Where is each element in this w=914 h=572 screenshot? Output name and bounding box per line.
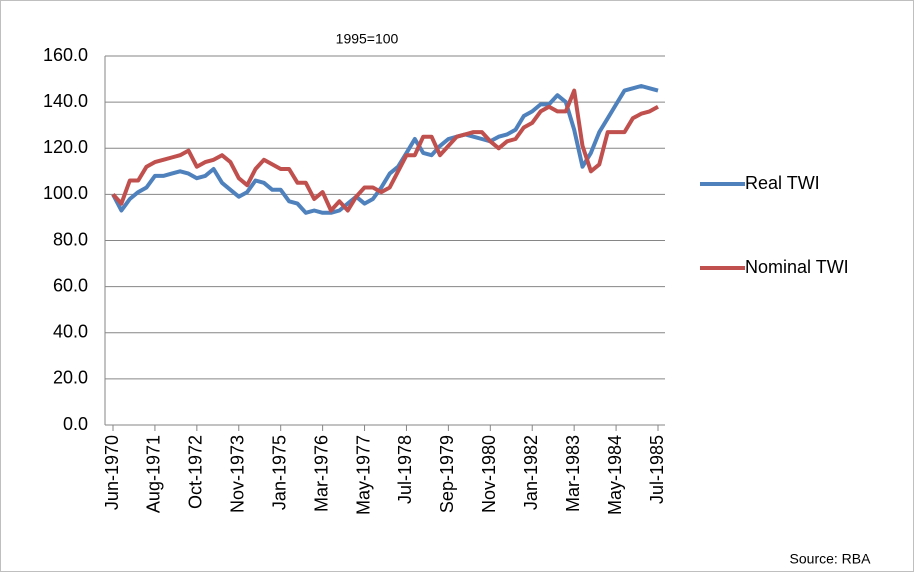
y-tick-label: 80.0 <box>53 229 88 249</box>
source-note: Source: RBA <box>790 551 872 567</box>
x-tick-label: Nov-1980 <box>479 435 499 513</box>
x-tick-label: Aug-1971 <box>144 435 164 513</box>
x-tick-label: Jan-1982 <box>521 435 541 510</box>
x-tick-label: Jul-1985 <box>647 435 667 504</box>
x-tick-label: Mar-1976 <box>311 435 331 512</box>
x-tick-label: Jul-1978 <box>395 435 415 504</box>
y-tick-label: 40.0 <box>53 322 88 342</box>
x-tick-label: Oct-1972 <box>186 435 206 509</box>
y-tick-label: 0.0 <box>63 414 88 434</box>
x-tick-label: Jan-1975 <box>269 435 289 510</box>
y-tick-label: 120.0 <box>43 137 88 157</box>
x-tick-label: Jun-1970 <box>102 435 122 510</box>
x-tick-label: May-1977 <box>353 435 373 515</box>
y-tick-label: 60.0 <box>53 275 88 295</box>
y-tick-label: 140.0 <box>43 91 88 111</box>
series-line <box>111 88 659 213</box>
y-tick-label: 100.0 <box>43 183 88 203</box>
chart-title: 1995=100 <box>336 31 399 47</box>
y-tick-label: 160.0 <box>43 45 88 65</box>
y-tick-label: 20.0 <box>53 368 88 388</box>
legend-label: Nominal TWI <box>745 257 849 277</box>
legend-label: Real TWI <box>745 173 820 193</box>
x-tick-label: Mar-1983 <box>563 435 583 512</box>
x-tick-label: Nov-1973 <box>228 435 248 513</box>
x-tick-label: May-1984 <box>605 435 625 515</box>
x-tick-label: Sep-1979 <box>437 435 457 513</box>
